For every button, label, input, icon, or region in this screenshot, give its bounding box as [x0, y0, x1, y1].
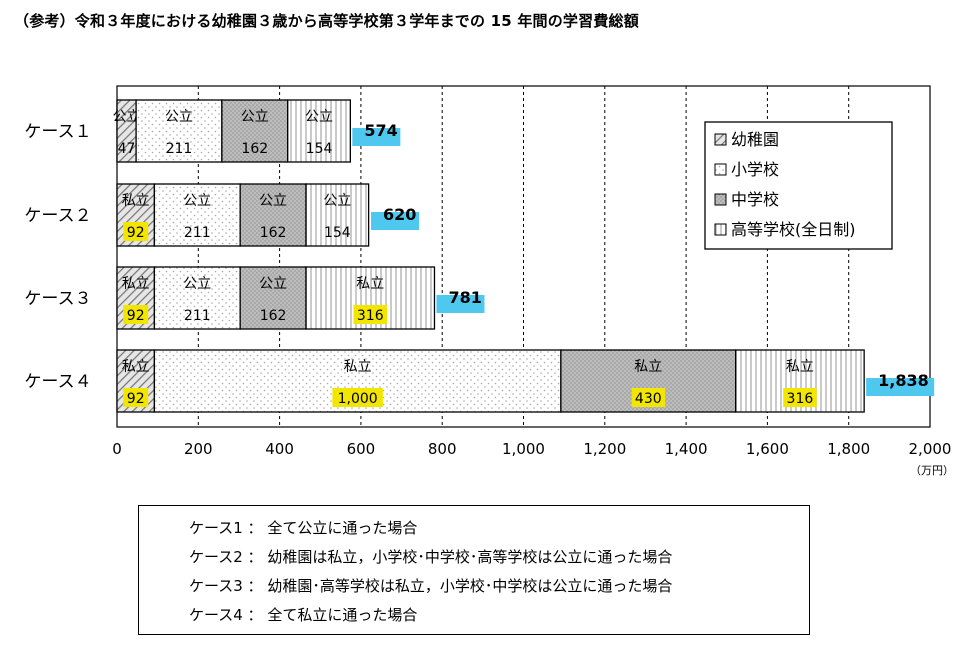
- note-case-3: ケース3 ： 幼稚園･高等学校は私立，小学校･中学校は公立に通った場合: [189, 577, 673, 595]
- x-tick-label: 200: [184, 440, 213, 458]
- total-label: 781: [448, 288, 481, 307]
- value-highlight: [123, 222, 149, 241]
- legend-swatch: [714, 163, 727, 176]
- segment-type-label: 公立: [323, 193, 351, 209]
- x-tick-label: 600: [347, 440, 376, 458]
- segment-value-label: 154: [306, 141, 333, 157]
- category-label: ケース３: [24, 289, 91, 309]
- x-tick-label: 1,400: [665, 440, 708, 458]
- segment-value-label: 1,000: [338, 391, 378, 407]
- total-box: [352, 128, 401, 146]
- note-case-2: ケース2 ： 幼稚園は私立，小学校･中学校･高等学校は公立に通った場合: [189, 548, 673, 566]
- segment-value-label: 211: [166, 141, 193, 157]
- bar-segment: [153, 266, 241, 330]
- segment-value-label: 162: [241, 141, 268, 157]
- value-highlight: [783, 388, 817, 407]
- segment-value-label: 162: [260, 308, 287, 324]
- x-tick-label: 0: [112, 440, 122, 458]
- x-tick-label: 2,000: [909, 440, 952, 458]
- segment-type-label: 私立: [122, 359, 150, 375]
- segment-value-label: 211: [184, 308, 211, 324]
- category-label: ケース２: [24, 206, 91, 226]
- segment-type-label: 公立: [183, 193, 211, 209]
- segment-type-label: 私立: [122, 193, 150, 209]
- segment-type-label: 公立: [259, 193, 287, 209]
- category-label: ケース４: [24, 372, 91, 392]
- case-notes-box: ケース1 ： 全て公立に通った場合 ケース2 ： 幼稚園は私立，小学校･中学校･…: [138, 505, 810, 635]
- legend-label: 中学校: [731, 190, 779, 209]
- segment-type-label: 公立: [241, 109, 269, 125]
- segment-value-label: 92: [127, 225, 145, 241]
- bar-segment: [287, 99, 351, 163]
- legend-label: 幼稚園: [731, 130, 779, 149]
- bar-segment: [305, 183, 370, 247]
- x-tick-label: 800: [428, 440, 457, 458]
- legend-label: 小学校: [731, 160, 779, 179]
- bar-segment: [239, 266, 307, 330]
- value-highlight: [332, 388, 383, 407]
- value-highlight: [123, 305, 149, 324]
- segment-type-label: 公立: [113, 109, 141, 125]
- segment-type-label: 私立: [786, 359, 814, 375]
- segment-value-label: 316: [357, 308, 384, 324]
- legend-swatch: [714, 133, 727, 146]
- chart-title: （参考）令和３年度における幼稚園３歳から高等学校第３学年までの 15 年間の学習…: [14, 12, 639, 30]
- total-box: [436, 295, 485, 313]
- legend-label: 高等学校(全日制): [731, 220, 856, 239]
- segment-value-label: 211: [184, 225, 211, 241]
- segment-type-label: 公立: [259, 276, 287, 292]
- segment-type-label: 公立: [165, 109, 193, 125]
- segment-value-label: 430: [635, 391, 662, 407]
- segment-value-label: 47: [118, 141, 136, 157]
- segment-type-label: 私立: [344, 359, 372, 375]
- x-unit-label: （万円）: [910, 464, 954, 477]
- segment-value-label: 316: [787, 391, 814, 407]
- total-box: [866, 378, 935, 396]
- segment-value-label: 92: [127, 391, 145, 407]
- total-box: [371, 212, 420, 230]
- total-label: 1,838: [878, 371, 929, 390]
- note-case-1: ケース1 ： 全て公立に通った場合: [189, 519, 418, 537]
- x-tick-label: 1,800: [827, 440, 870, 458]
- segment-type-label: 私立: [356, 276, 384, 292]
- value-highlight: [631, 388, 666, 407]
- segment-value-label: 154: [324, 225, 351, 241]
- total-label: 574: [364, 121, 397, 140]
- legend-swatch: [714, 193, 727, 206]
- segment-type-label: 公立: [305, 109, 333, 125]
- total-label: 620: [383, 205, 416, 224]
- segment-type-label: 私立: [634, 359, 662, 375]
- bar-chart: 公立 47 公立 211 公立 162 公立 154 574 私立 92 公立 211 公立 162 公立 15…: [24, 85, 954, 477]
- x-tick-label: 1,600: [746, 440, 789, 458]
- segment-type-label: 公立: [183, 276, 211, 292]
- legend-box: [704, 121, 893, 250]
- segment-value-label: 162: [260, 225, 287, 241]
- note-case-4: ケース4 ： 全て私立に通った場合: [189, 606, 418, 624]
- bar-segment: [239, 183, 307, 247]
- x-tick-label: 400: [265, 440, 294, 458]
- segment-type-label: 私立: [122, 276, 150, 292]
- value-highlight: [353, 305, 387, 324]
- x-tick-label: 1,000: [502, 440, 545, 458]
- category-label: ケース１: [24, 122, 91, 142]
- x-tick-label: 1,200: [583, 440, 626, 458]
- segment-value-label: 92: [127, 308, 145, 324]
- value-highlight: [123, 388, 149, 407]
- legend-swatch: [714, 223, 727, 236]
